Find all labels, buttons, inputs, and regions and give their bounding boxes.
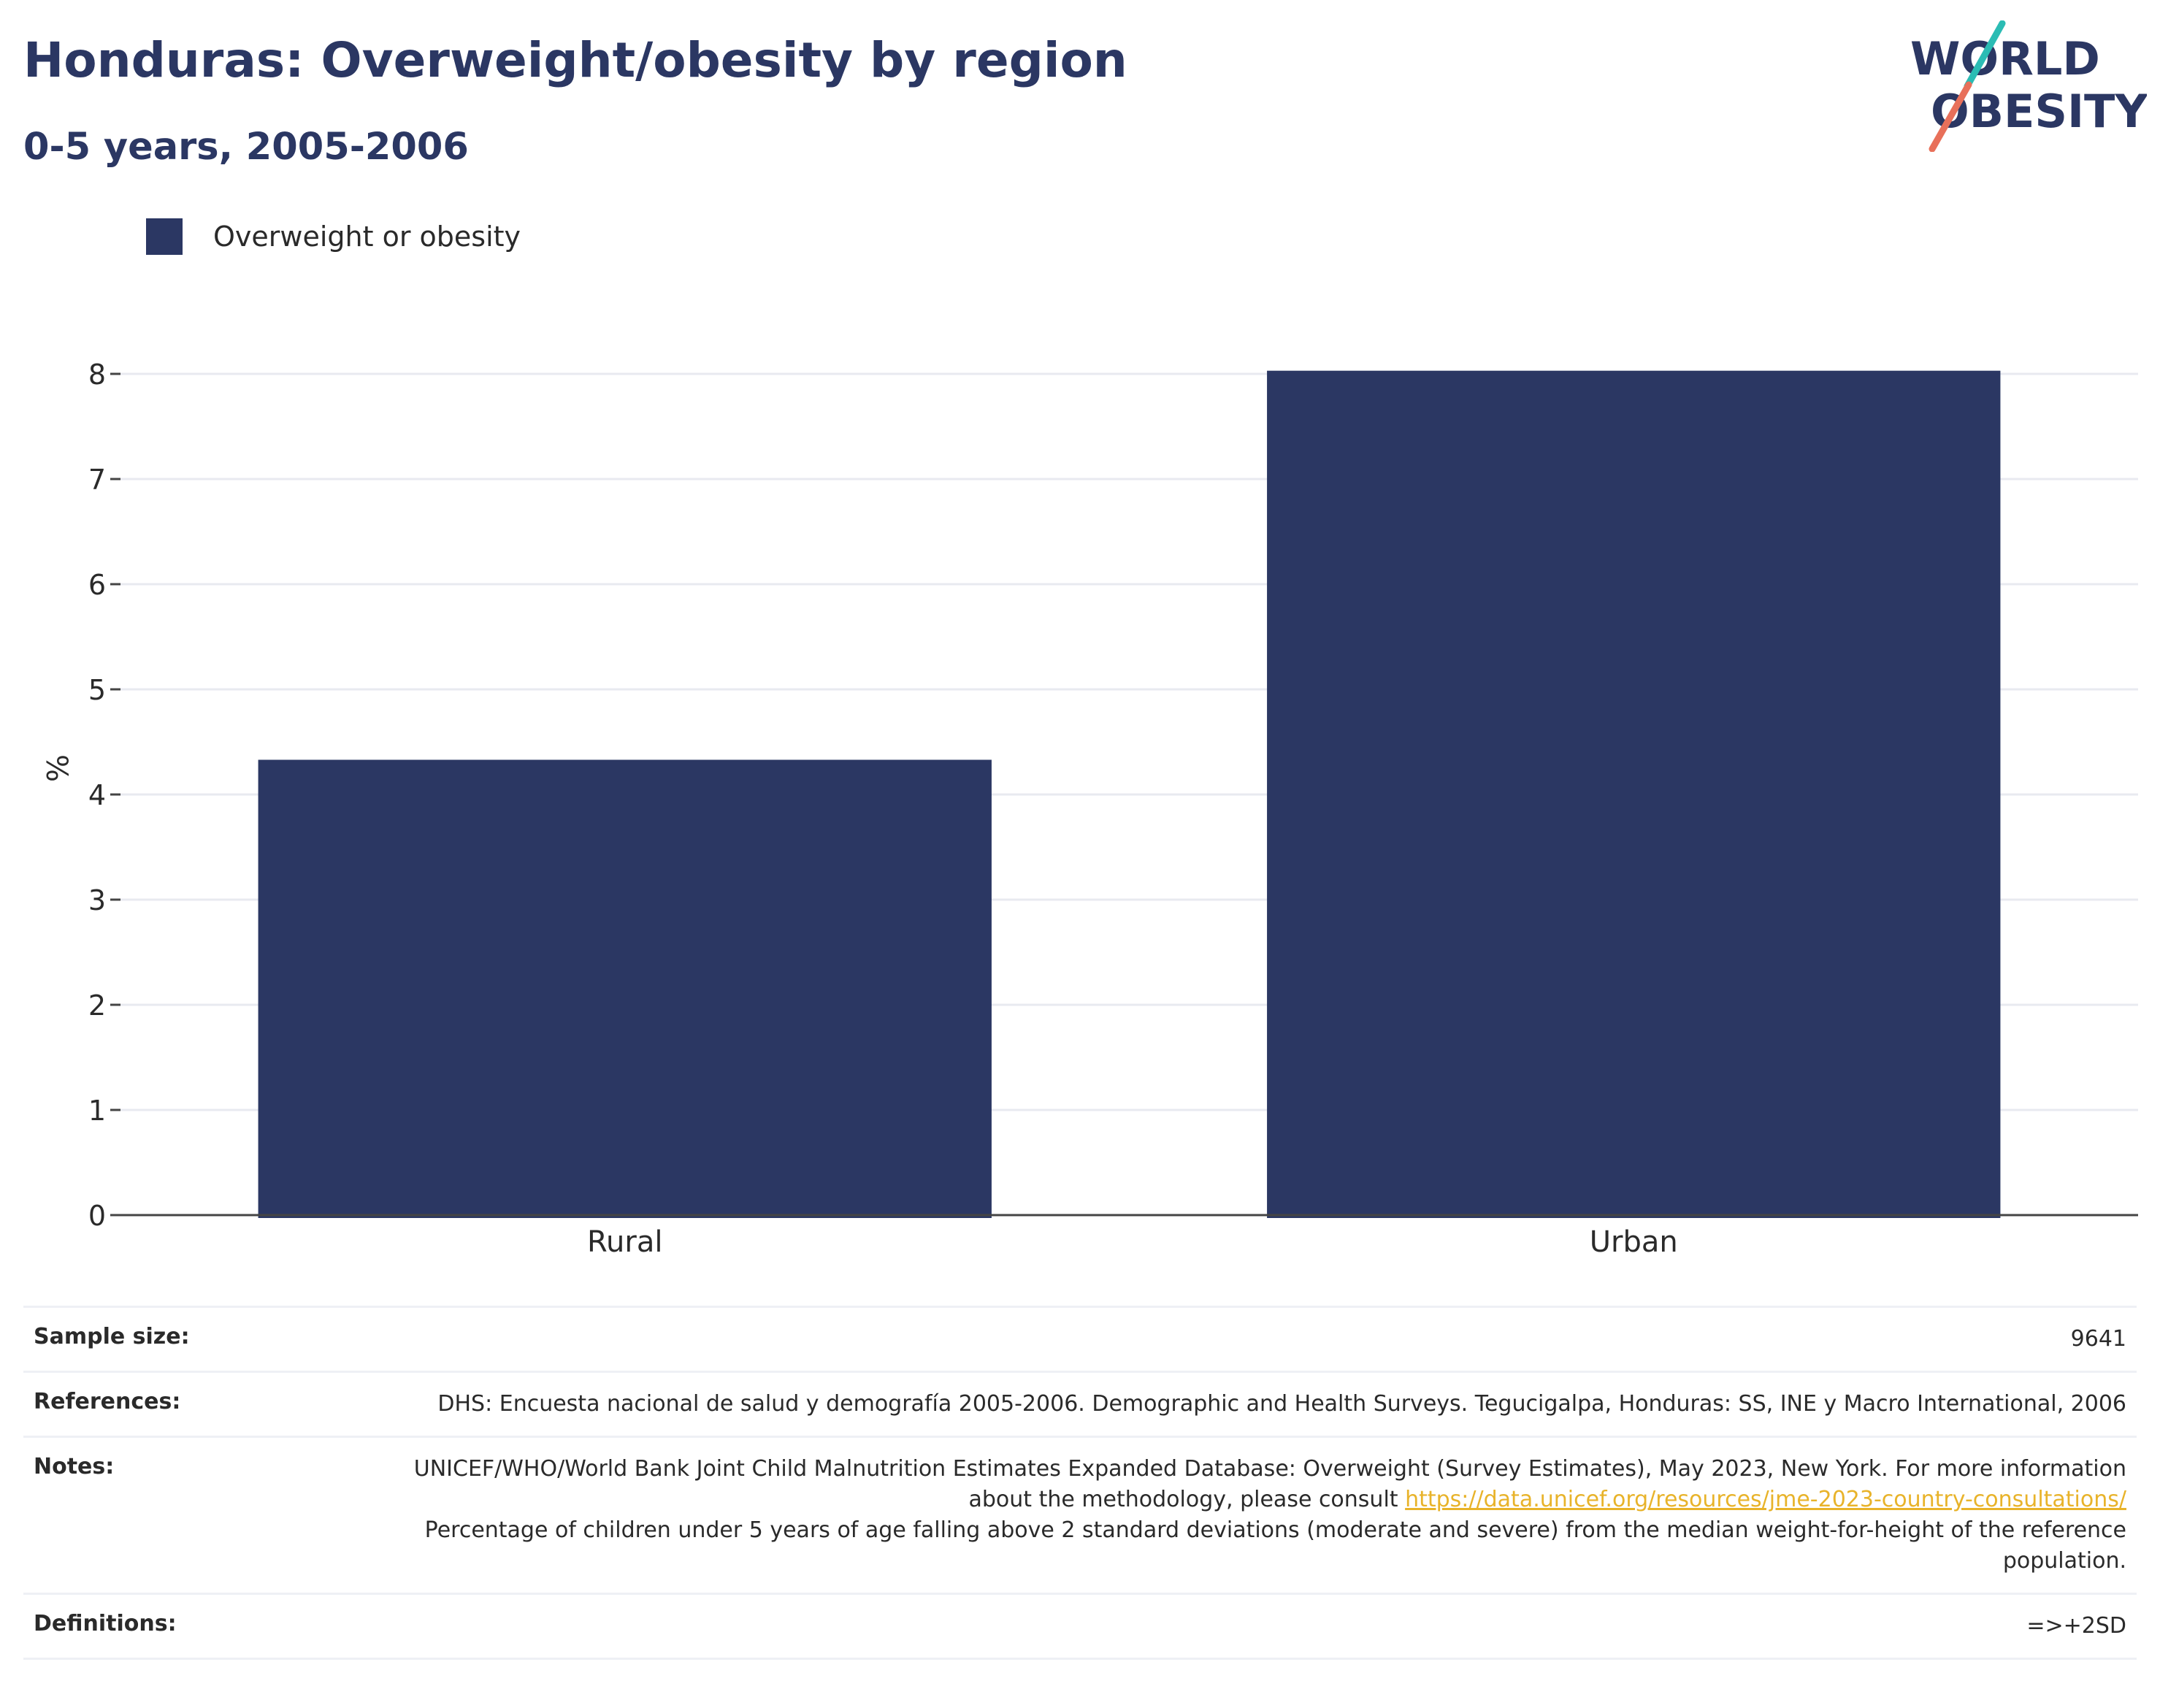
y-tick-label: 0 bbox=[88, 1200, 106, 1232]
y-tick-label: 5 bbox=[88, 674, 106, 706]
world-obesity-logo: WORLD OBESITY bbox=[1910, 20, 2147, 152]
x-axis-ticks: Rural Urban bbox=[587, 1225, 1678, 1259]
definitions-value: =>+2SD bbox=[2026, 1613, 2126, 1639]
legend-label: Overweight or obesity bbox=[213, 221, 521, 253]
x-tick-label: Rural bbox=[587, 1225, 662, 1259]
references-value: DHS: Encuesta nacional de salud y demogr… bbox=[437, 1391, 2126, 1417]
notes-value: UNICEF/WHO/World Bank Joint Child Malnut… bbox=[351, 1437, 2137, 1594]
bar-rural bbox=[258, 759, 992, 1218]
y-tick-label: 6 bbox=[88, 569, 106, 601]
legend: Overweight or obesity bbox=[146, 218, 521, 256]
notes-label: Notes: bbox=[34, 1454, 115, 1479]
y-tick-label: 3 bbox=[88, 884, 106, 916]
bars bbox=[258, 370, 2001, 1219]
logo-slash-teal bbox=[1964, 20, 2006, 90]
y-tick-label: 8 bbox=[88, 359, 106, 391]
sample-size-row: Sample size: 9641 bbox=[23, 1306, 2137, 1372]
references-label: References: bbox=[34, 1389, 181, 1414]
notes-row: Notes: UNICEF/WHO/World Bank Joint Child… bbox=[23, 1436, 2137, 1594]
sample-size-value: 9641 bbox=[2070, 1326, 2126, 1352]
definitions-row: Definitions: =>+2SD bbox=[23, 1593, 2137, 1659]
chart-subtitle: 0-5 years, 2005-2006 bbox=[23, 126, 469, 169]
definitions-label: Definitions: bbox=[34, 1611, 177, 1636]
notes-definition-text: Percentage of children under 5 years of … bbox=[424, 1517, 2126, 1574]
y-tick-label: 2 bbox=[88, 989, 106, 1022]
y-tick-label: 4 bbox=[88, 779, 106, 811]
sample-size-label: Sample size: bbox=[34, 1324, 190, 1349]
references-row: References: DHS: Encuesta nacional de sa… bbox=[23, 1371, 2137, 1437]
y-axis-ticks: 0 1 2 3 4 5 6 7 8 bbox=[88, 359, 120, 1232]
chart-title: Honduras: Overweight/obesity by region bbox=[23, 32, 1127, 88]
x-tick-label: Urban bbox=[1590, 1225, 1678, 1259]
methodology-link[interactable]: https://data.unicef.org/resources/jme-20… bbox=[1405, 1487, 2126, 1512]
notes-text: UNICEF/WHO/World Bank Joint Child Malnut… bbox=[413, 1456, 2126, 1512]
y-tick-label: 7 bbox=[88, 464, 106, 496]
logo-line1: WORLD bbox=[1910, 32, 2100, 85]
bar-urban bbox=[1267, 370, 2001, 1219]
bar-chart: 0 1 2 3 4 5 6 7 8 Rural Urban % bbox=[39, 359, 2138, 1259]
legend-swatch bbox=[146, 218, 183, 255]
y-axis-label: % bbox=[39, 754, 73, 782]
info-table: Sample size: 9641 References: DHS: Encue… bbox=[23, 1306, 2137, 1660]
y-tick-label: 1 bbox=[88, 1095, 106, 1127]
logo-slash-coral bbox=[1929, 81, 1972, 152]
